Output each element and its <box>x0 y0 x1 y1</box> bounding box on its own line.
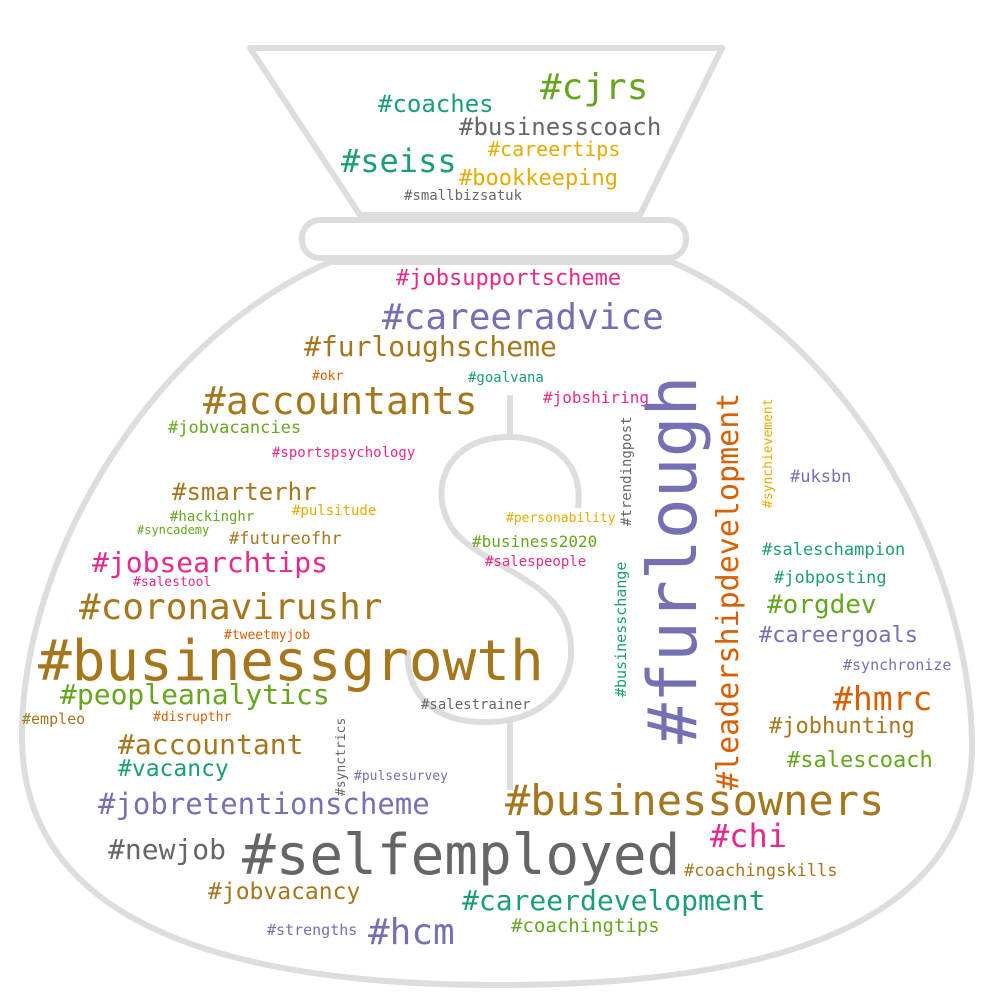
hashtag: #jobsearchtips <box>92 546 329 579</box>
hashtag: #coachingtips <box>511 915 660 937</box>
hashtag: #hmrc <box>833 679 933 718</box>
hashtag: #bookkeeping <box>459 166 618 191</box>
hashtag: #salescoach <box>787 748 933 773</box>
hashtag: #salestool <box>133 575 212 590</box>
hashtag: #smarterhr <box>172 478 317 506</box>
hashtag: #futureofhr <box>229 529 342 549</box>
hashtag: #pulsesurvey <box>354 769 448 784</box>
hashtag: #orgdev <box>767 590 877 620</box>
hashtag: #salespeople <box>485 554 587 570</box>
hashtag-vertical: #furlough <box>634 375 713 744</box>
hashtag: #coronavirushr <box>79 587 383 628</box>
hashtag: #goalvana <box>468 370 544 386</box>
hashtag: #sportspsychology <box>272 445 416 461</box>
hashtag-vertical: #synchievement <box>761 398 776 508</box>
hashtag: #jobposting <box>774 568 887 588</box>
hashtag: #salestrainer <box>421 697 531 713</box>
dollar-sign-icon <box>404 395 582 790</box>
hashtag: #syncademy <box>137 523 210 537</box>
hashtag: #seiss <box>341 142 457 180</box>
bag-body <box>18 259 976 988</box>
hashtag: #newjob <box>108 833 227 866</box>
hashtag: #accountant <box>118 728 304 761</box>
hashtag: #jobretentionscheme <box>98 787 430 821</box>
hashtag-vertical: #trendingpost <box>619 416 635 526</box>
hashtag: #hcm <box>368 912 455 953</box>
hashtag: #jobvacancy <box>208 879 361 905</box>
hashtag: #jobvacancies <box>168 418 302 438</box>
hashtag: #smallbizsatuk <box>404 188 523 204</box>
hashtag: #cjrs <box>540 67 649 108</box>
hashtag: #chi <box>710 817 788 855</box>
hashtag: #businessgrowth <box>38 629 544 694</box>
hashtag: #pulsitude <box>292 503 377 519</box>
hashtag: #careerdevelopment <box>462 884 766 917</box>
hashtag: #selfemployed <box>242 823 681 888</box>
hashtag-vertical: #leadershipdevelopment <box>711 392 746 790</box>
hashtag: #jobsupportscheme <box>396 266 622 291</box>
hashtag: #coaches <box>378 90 494 118</box>
hashtag: #hackinghr <box>170 509 255 525</box>
hashtag: #careergoals <box>759 623 918 648</box>
hashtag: #businessowners <box>505 776 885 825</box>
hashtag: #personability <box>506 511 616 526</box>
bag-tie <box>299 217 689 261</box>
hashtag: #empleo <box>22 710 86 728</box>
hashtag-vertical: #synctrics <box>334 717 349 796</box>
hashtag: #businesscoach <box>459 113 662 141</box>
hashtag-vertical: #businesschange <box>612 561 630 697</box>
hashtag: #strengths <box>267 921 358 939</box>
hashtag: #accountants <box>203 379 478 423</box>
hashtag: #careertips <box>488 137 621 161</box>
hashtag: #coachingskills <box>684 861 838 881</box>
hashtag: #jobshiring <box>543 388 649 407</box>
hashtag: #synchronize <box>843 656 952 674</box>
hashtag: #disrupthr <box>153 710 232 725</box>
hashtag: #saleschampion <box>762 540 906 560</box>
hashtag: #business2020 <box>472 532 598 551</box>
hashtag: #okr <box>312 369 344 384</box>
hashtag: #uksbn <box>790 467 852 487</box>
hashtag: #careeradvice <box>382 297 664 338</box>
hashtag: #jobhunting <box>769 714 915 739</box>
hashtag: #tweetmyjob <box>224 628 311 643</box>
hashtag: #peopleanalytics <box>60 678 330 711</box>
hashtag: #vacancy <box>118 756 229 782</box>
hashtag: #furloughscheme <box>304 330 557 363</box>
bag-neck <box>247 45 725 218</box>
